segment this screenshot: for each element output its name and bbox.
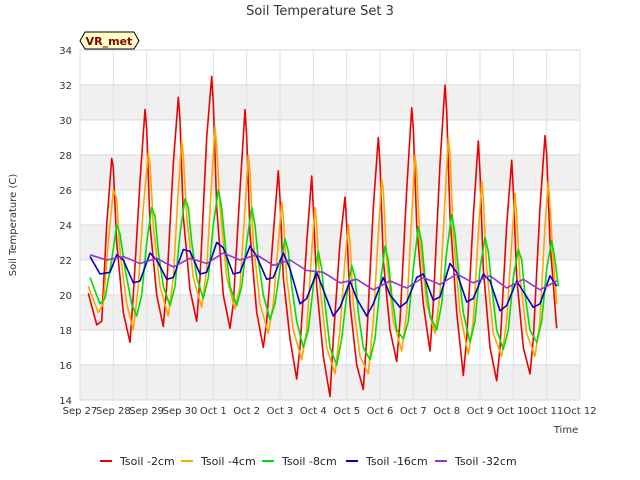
plot-background	[80, 50, 580, 400]
x-tick-label: Oct 10	[497, 406, 530, 417]
series-line-0	[87, 75, 558, 398]
y-tick-label: 32	[59, 81, 72, 92]
y-tick-label: 14	[59, 396, 72, 407]
x-tick-label: Oct 4	[300, 406, 327, 417]
legend-label: Tsoil -16cm	[365, 455, 428, 468]
chart-title: Soil Temperature Set 3	[246, 4, 394, 19]
legend-label: Tsoil -8cm	[281, 455, 337, 468]
band	[80, 85, 580, 120]
y-tick-label: 24	[59, 221, 72, 232]
series-line-3	[89, 241, 558, 317]
x-tick-label: Oct 12	[563, 406, 596, 417]
x-tick-label: Oct 3	[267, 406, 294, 417]
x-tick-label: Sep 27	[63, 406, 98, 417]
series-line-1	[87, 126, 558, 375]
legend: Tsoil -2cm Tsoil -4cm Tsoil -8cm Tsoil -16c…	[100, 455, 517, 468]
y-tick-label: 34	[59, 46, 72, 57]
y-tick-label: 16	[59, 361, 72, 372]
series-line-2	[89, 189, 560, 366]
x-tick-label: Sep 29	[129, 406, 164, 417]
y-tick-label: 18	[59, 326, 72, 337]
grid-lines	[79, 49, 581, 401]
series-line-4	[89, 252, 558, 291]
band	[80, 260, 580, 295]
y-tick-label: 26	[59, 186, 72, 197]
x-tick-label: Oct 7	[400, 406, 427, 417]
x-tick-label: Sep 30	[163, 406, 198, 417]
band	[80, 225, 580, 260]
y-tick-label: 22	[59, 256, 72, 267]
x-tick-label: Oct 1	[200, 406, 227, 417]
legend-label: Tsoil -2cm	[119, 455, 175, 468]
y-axis-ticks: 14 16 18 20 22 24 26 28 30 32 34	[59, 46, 72, 407]
band	[80, 120, 580, 155]
station-badge: VR_met	[79, 31, 140, 50]
x-tick-label: Oct 6	[367, 406, 394, 417]
badge-box	[79, 31, 140, 50]
x-axis-label: Time	[553, 425, 578, 436]
x-tick-label: Oct 11	[530, 406, 563, 417]
x-tick-label: Oct 2	[233, 406, 260, 417]
y-tick-label: 28	[59, 151, 72, 162]
series-group	[87, 75, 560, 398]
band	[80, 155, 580, 190]
legend-label: Tsoil -4cm	[200, 455, 256, 468]
band	[80, 190, 580, 225]
y-tick-label: 20	[59, 291, 72, 302]
band	[80, 50, 580, 85]
x-tick-label: Oct 9	[467, 406, 494, 417]
y-tick-label: 30	[59, 116, 72, 127]
x-tick-label: Oct 5	[333, 406, 360, 417]
x-tick-label: Sep 28	[96, 406, 131, 417]
x-tick-label: Oct 8	[433, 406, 460, 417]
band	[80, 295, 580, 330]
y-axis-label: Soil Temperature (C)	[8, 174, 19, 277]
legend-label: Tsoil -32cm	[454, 455, 517, 468]
badge-label: VR_met	[86, 35, 133, 48]
